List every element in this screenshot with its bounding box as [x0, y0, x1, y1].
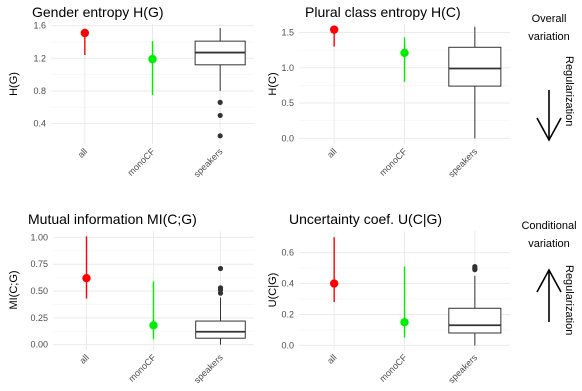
y-axis-label: U(C|G) — [267, 273, 279, 308]
y-tick-label: 0.00 — [30, 340, 48, 350]
y-axis-label: MI(C;G) — [8, 270, 20, 309]
outlier-point — [217, 285, 224, 291]
panel-uncertainty-coef: Uncertainty coef. U(C|G) 0.0 0.2 0.4 0.6 U(C… — [267, 211, 510, 385]
y-axis-label: H(G) — [8, 72, 20, 96]
conditional-label-line1: Conditional — [521, 220, 576, 232]
x-tick-label: all — [325, 146, 338, 159]
panel-title: Plural class entropy H(C) — [305, 4, 461, 20]
conditional-variation-annotation: Conditional variation Regularization — [521, 220, 576, 335]
overall-label-line1: Overall — [532, 13, 567, 25]
x-tick-label: all — [325, 352, 338, 365]
x-tick-label: monoCF — [125, 146, 157, 178]
y-tick-label: 1.0 — [281, 63, 294, 73]
point-estimate — [82, 273, 91, 283]
y-tick-label: 1.5 — [281, 27, 294, 37]
point-estimate — [329, 279, 339, 288]
outlier-point — [217, 265, 224, 272]
box-iqr — [448, 307, 502, 334]
outlier-point — [472, 263, 478, 270]
panel-gender-entropy: Gender entropy H(G) 0.4 0.8 1.2 1.6 H(G) all m… — [8, 4, 254, 179]
plot-area: 0.4 0.8 1.2 1.6 H(G) all monoCF speakers — [8, 21, 254, 179]
arrow-down-icon — [536, 90, 562, 142]
overall-label-line2: variation — [528, 31, 570, 43]
point-estimate — [400, 48, 409, 58]
point-estimate — [148, 54, 157, 64]
y-tick-label: 0.50 — [30, 286, 48, 296]
x-tick-label: all — [76, 146, 89, 159]
y-axis-label: H(C) — [267, 72, 279, 95]
plot-area: 0.0 0.2 0.4 0.6 U(C|G) all monoCF speakers — [267, 231, 510, 385]
x-tick-label: speakers — [192, 146, 225, 179]
y-tick-label: 1.6 — [33, 21, 46, 31]
panel-title: Uncertainty coef. U(C|G) — [289, 211, 442, 227]
x-tick-label: monoCF — [126, 352, 158, 384]
arrow-up-icon — [536, 268, 562, 322]
y-tick-label: 0.5 — [281, 98, 294, 108]
y-tick-label: 0.6 — [281, 248, 294, 258]
conditional-label-line2: variation — [528, 238, 570, 250]
x-tick-label: monoCF — [377, 146, 409, 178]
y-tick-label: 1.00 — [30, 232, 48, 242]
plot-area: 0.0 0.5 1.0 1.5 H(C) all monoCF speakers — [267, 24, 510, 179]
y-tick-label: 0.75 — [30, 259, 48, 269]
box-iqr — [195, 320, 246, 339]
plot-area: 0.00 0.25 0.50 0.75 1.00 MI(C;G) all monoCF spea… — [8, 231, 254, 385]
y-tick-label: 1.2 — [33, 53, 46, 63]
x-tick-label: speakers — [192, 352, 225, 385]
point-estimate — [149, 321, 158, 330]
x-tick-label: speakers — [446, 146, 479, 179]
y-tick-label: 0.4 — [281, 279, 294, 289]
panel-title: Mutual information MI(C;G) — [28, 211, 197, 227]
outlier-point — [217, 112, 223, 119]
regularization-label-bottom: Regularization — [563, 265, 575, 335]
y-tick-label: 0.4 — [33, 119, 46, 129]
outlier-point — [217, 99, 223, 105]
y-tick-label: 0.25 — [30, 313, 48, 323]
box-iqr — [448, 46, 502, 87]
point-estimate — [400, 317, 409, 327]
panel-title: Gender entropy H(G) — [32, 4, 164, 20]
panel-plural-class-entropy: Plural class entropy H(C) 0.0 0.5 1.0 1.5 H(… — [267, 4, 510, 179]
x-tick-label: monoCF — [377, 352, 409, 384]
regularization-label-top: Regularization — [563, 56, 575, 126]
y-tick-label: 0.0 — [281, 133, 294, 143]
y-tick-label: 0.2 — [281, 309, 294, 319]
point-estimate — [329, 25, 339, 34]
outlier-point — [217, 133, 223, 139]
panel-mutual-information: Mutual information MI(C;G) 0.000.250.500… — [8, 211, 254, 385]
y-tick-label: 0.8 — [33, 86, 46, 96]
x-tick-label: speakers — [446, 352, 479, 385]
overall-variation-annotation: Overall variation Regularization — [528, 13, 575, 142]
point-estimate — [80, 28, 90, 38]
x-tick-label: all — [77, 352, 90, 365]
y-tick-label: 0.0 — [281, 340, 294, 350]
